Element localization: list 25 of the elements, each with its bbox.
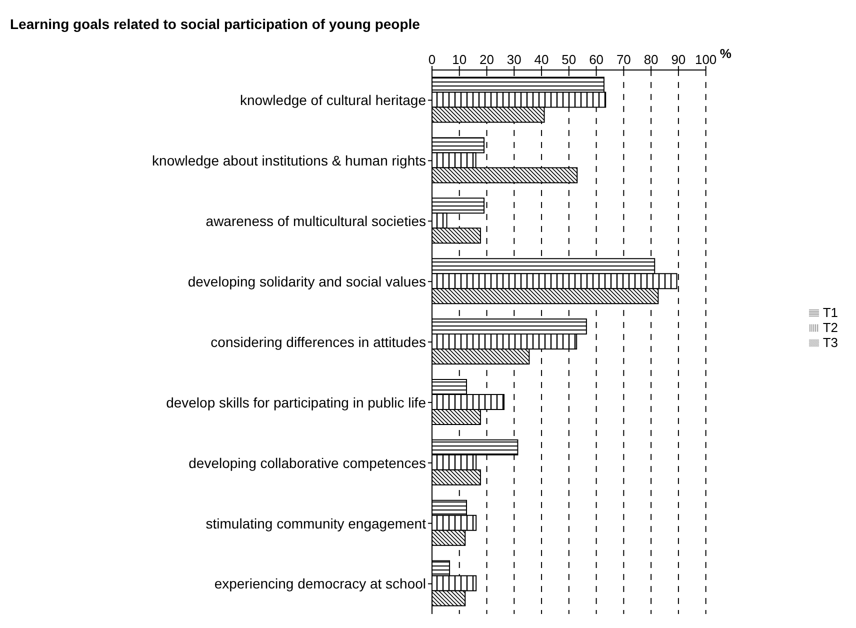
x-tick-label: 80 xyxy=(644,52,658,67)
x-tick-label: 100 xyxy=(694,52,717,67)
x-tick-label: 50 xyxy=(562,52,576,67)
legend-label: T2 xyxy=(822,320,838,334)
x-tick-label: 0 xyxy=(428,52,436,67)
x-tick-label: 40 xyxy=(534,52,549,67)
x-tick-label: 30 xyxy=(506,52,522,67)
legend-label: T1 xyxy=(822,304,838,320)
y-tick-label: developing solidarity and social values xyxy=(188,274,426,290)
x-tick-label: 70 xyxy=(616,52,631,67)
y-tick-label: experiencing democracy at school xyxy=(214,576,426,592)
y-tick-label: develop skills for participating in public life xyxy=(166,394,426,410)
text: Learning goals related to social participation of young people xyxy=(9,15,421,34)
y-tick-label: awareness of multicultural societies xyxy=(206,213,426,230)
x-tick-label: 60 xyxy=(589,52,604,67)
x-tick-label: 20 xyxy=(480,52,494,67)
y-tick-label: considering differences in attitudes xyxy=(210,334,426,350)
legend-label: T3 xyxy=(822,334,838,350)
y-tick-label: knowledge of cultural heritage xyxy=(240,92,426,108)
x-tick-label: 90 xyxy=(671,52,686,67)
y-tick-label: stimulating community engagement xyxy=(206,515,426,532)
x-tick-label: 10 xyxy=(452,52,467,67)
x-axis-title: % xyxy=(720,46,732,61)
y-tick-label: developing collaborative competences xyxy=(188,454,426,471)
y-tick-label: knowledge about institutions & human rights xyxy=(152,152,426,169)
